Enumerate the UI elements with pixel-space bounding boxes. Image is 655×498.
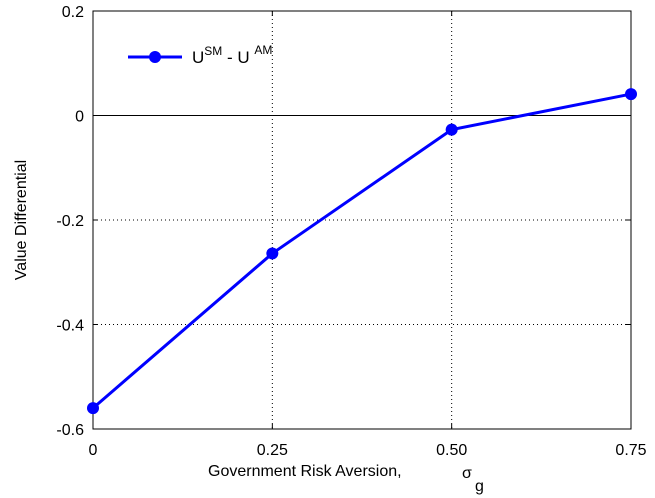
legend-sup1: SM	[204, 44, 222, 58]
legend-u1: U	[192, 48, 204, 67]
data-point	[625, 88, 637, 101]
x-axis-symbol-subscript: g	[475, 478, 484, 495]
x-axis-symbol: σ	[462, 465, 472, 482]
x-axis-label: Government Risk Aversion,	[208, 463, 402, 480]
y-tick-label: -0.2	[56, 213, 84, 230]
series-line	[92, 92, 632, 410]
x-tick-label: 0.50	[436, 442, 467, 459]
y-axis-label: Value Differential	[13, 160, 30, 280]
series-layer	[87, 88, 637, 415]
legend: USM - U AM	[128, 43, 272, 67]
x-tick-label: 0	[89, 442, 98, 459]
x-tick-label: 0.75	[615, 442, 646, 459]
legend-mid: - U	[222, 48, 254, 67]
y-tick-label: 0.2	[62, 4, 84, 21]
x-tick-label: 0.25	[257, 442, 288, 459]
data-point	[266, 247, 279, 260]
legend-label: USM - U AM	[192, 43, 272, 67]
data-point	[445, 123, 458, 136]
y-tick-label: -0.4	[56, 318, 84, 335]
axis-ticks: 0 0.25 0.50 0.75 0.2 0 -0.2 -0.4 -0.6	[56, 4, 646, 459]
data-point	[87, 402, 99, 415]
y-tick-label: -0.6	[56, 422, 84, 439]
legend-sup2: AM	[254, 43, 272, 57]
legend-marker	[149, 51, 161, 63]
y-tick-label: 0	[75, 109, 84, 126]
